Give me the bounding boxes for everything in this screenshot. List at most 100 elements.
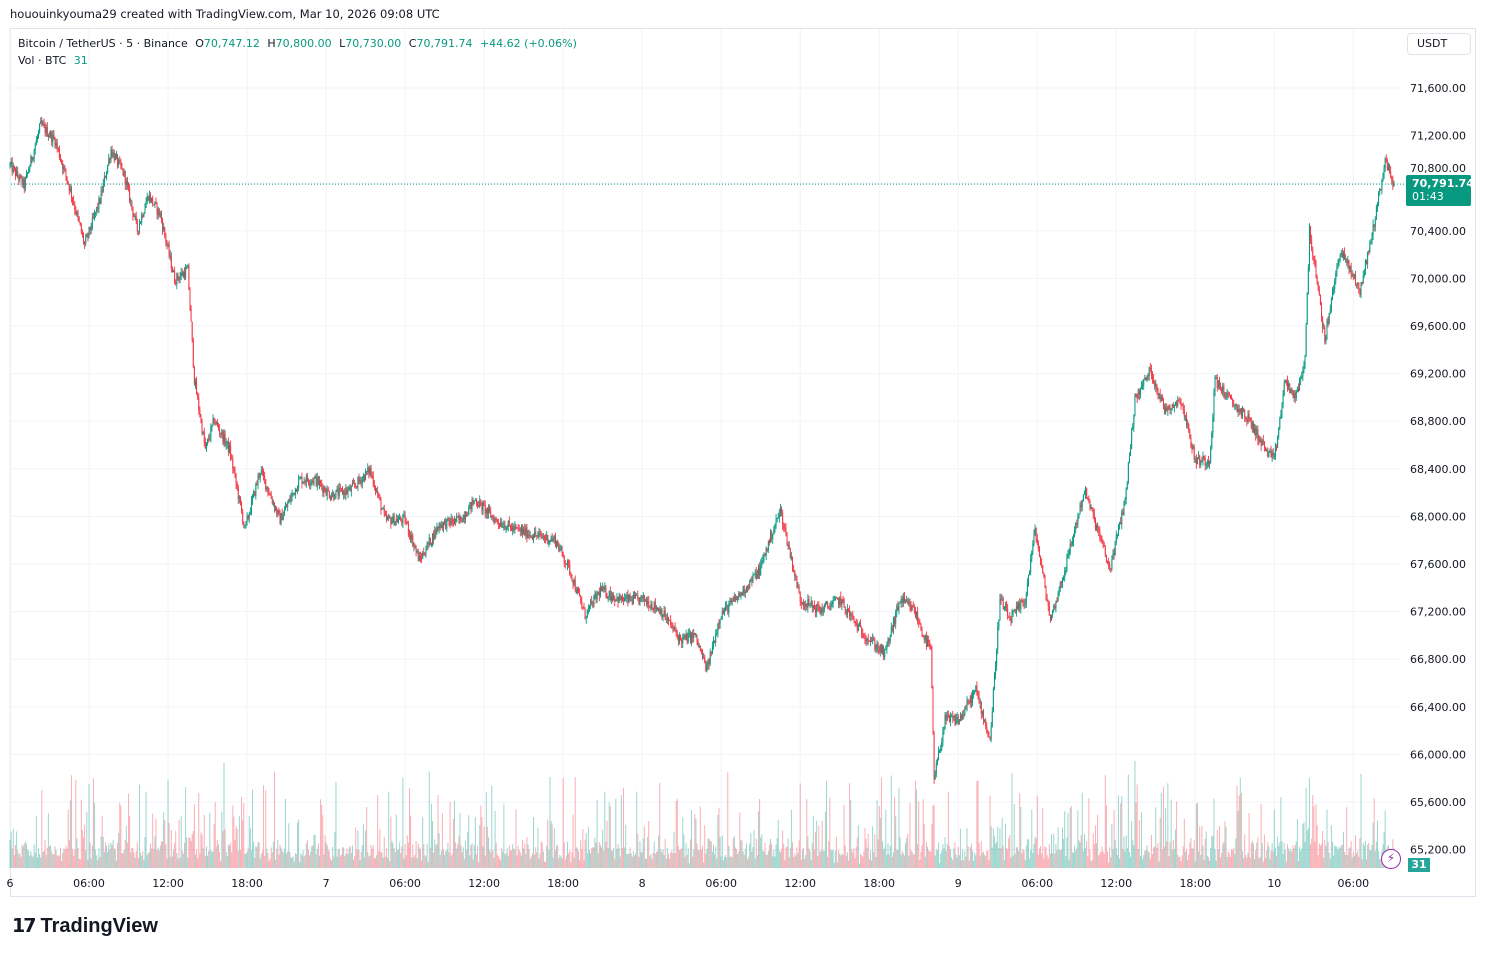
volume-title[interactable]: Vol · BTC [18,54,67,67]
candle-body [601,587,603,592]
volume-bar [1109,847,1111,868]
symbol-title[interactable]: Bitcoin / TetherUS · 5 · Binance [18,37,188,50]
volume-bar [1260,804,1262,868]
volume-bar [910,849,912,868]
candle-body [583,607,585,609]
candle-body [1145,377,1147,381]
candle-body [1331,290,1333,299]
volume-bar [1030,849,1032,868]
volume-bar [314,834,316,868]
tradingview-logo[interactable]: 𝟭𝟳 TradingView [12,915,158,938]
volume-bar [1215,860,1217,868]
volume-bar [197,858,199,868]
candle-body [277,510,279,515]
candle-body [1108,562,1110,565]
volume-bar [884,847,886,868]
candle-body [623,600,625,602]
candle-body [435,529,437,534]
candle-body [367,467,369,473]
volume-bar [85,850,87,868]
volume-bar [175,831,177,868]
volume-bar [1138,820,1140,868]
volume-bar [650,854,652,868]
candle-body [235,474,237,484]
candle-body [311,480,313,483]
candle-body [1241,408,1243,417]
volume-bar [1156,847,1158,868]
candle-body [507,520,509,528]
candle-body [754,571,756,575]
candle-body [1313,256,1315,260]
volume-bar [1040,846,1042,868]
candle-body [1318,290,1320,296]
volume-bar [232,805,234,868]
candle-body [358,477,360,481]
candle-body [1009,617,1011,621]
candle-body [1258,440,1260,443]
volume-bar [779,852,781,868]
candle-body [1026,582,1028,594]
volume-bar [1079,842,1081,868]
volume-bar [120,805,122,868]
volume-bar [1187,860,1189,868]
candle-body [491,516,493,518]
volume-bar [410,815,412,868]
candle-body [446,518,448,529]
candle-body [1168,406,1170,408]
volume-bar [669,858,671,868]
currency-button[interactable]: USDT [1407,33,1471,55]
volume-bar [840,855,842,868]
candle-body [281,513,283,521]
candle-body [632,594,634,604]
volume-bar [1155,807,1157,868]
volume-bar [751,851,753,868]
candle-body [135,215,137,220]
volume-bar [1027,839,1029,868]
candle-body [448,517,450,522]
volume-bar [584,839,586,868]
volume-bar [1094,825,1096,868]
candle-body [1177,400,1179,406]
candle-body [153,204,155,206]
candle-body [378,494,380,496]
volume-bar [21,845,23,868]
volume-bar [1021,852,1023,868]
candle-body [38,131,40,137]
candle-body [1160,396,1162,401]
candle-body [614,596,616,602]
volume-bar [511,849,513,868]
candle-body [914,611,916,618]
candle-body [1360,282,1362,296]
volume-bar [1200,854,1202,868]
volume-bar [389,861,391,868]
volume-bar [1244,834,1246,868]
candle-body [514,525,516,531]
volume-bar [968,860,970,868]
candle-body [777,517,779,519]
candle-body [562,552,564,557]
candle-body [478,505,480,507]
candle-body [979,702,981,704]
volume-bar [808,848,810,868]
volume-bar [363,857,365,868]
candle-body [1121,511,1123,525]
candle-body [1091,507,1093,511]
volume-bar [1342,831,1344,868]
candle-body [130,200,132,202]
volume-bar [97,860,99,868]
candle-body [980,702,982,715]
candle-body [1311,239,1313,250]
volume-bar [1122,848,1124,868]
volume-bar [450,855,452,868]
volume-bar [824,811,826,868]
volume-bar [1107,851,1108,868]
candle-body [1327,321,1329,324]
candle-body [55,142,57,146]
candle-body [1027,574,1029,583]
lightning-alert-icon[interactable]: ⚡ [1381,849,1401,869]
volume-bar [18,854,20,868]
candle-body [1116,534,1118,536]
candle-body [336,489,338,491]
candle-body [665,619,667,621]
